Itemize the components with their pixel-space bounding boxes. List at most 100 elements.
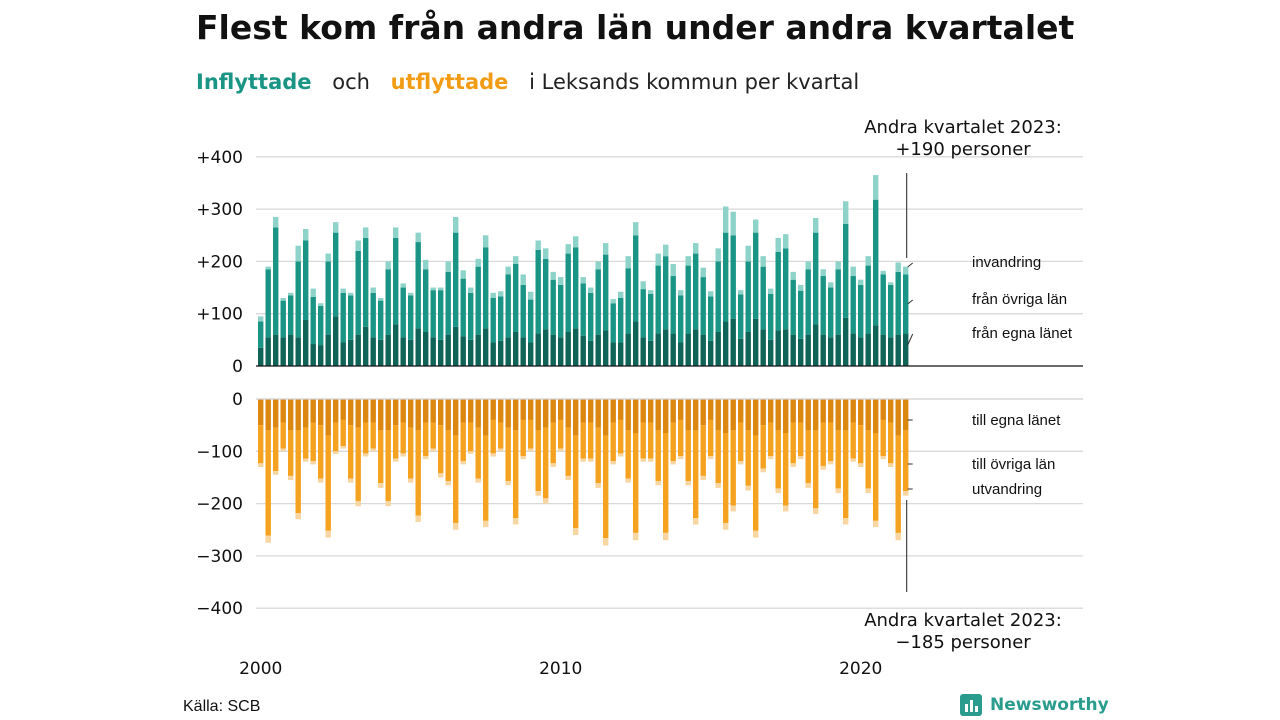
inflow-bar-other-lan (318, 305, 324, 346)
outflow-bar-other-lan (783, 432, 789, 506)
inflow-bar-immigration (880, 270, 886, 275)
chart-subtitle: Inflyttade och utflyttade i Leksands kom… (196, 70, 873, 94)
outflow-bar-emigration (378, 483, 384, 488)
inflow-bar-immigration (708, 291, 714, 297)
outflow-bar-emigration (618, 453, 624, 457)
y-tick-label: 0 (232, 390, 243, 410)
inflow-bar-same-lan (873, 325, 879, 366)
inflow-bar-immigration (528, 291, 534, 300)
outflow-bar-same-lan (498, 399, 504, 423)
outflow-bar-other-lan (723, 432, 729, 523)
subtitle-out: utflyttade (390, 70, 509, 94)
outflow-bar-same-lan (258, 399, 264, 426)
inflow-bars (258, 175, 909, 366)
inflow-bar-other-lan (280, 300, 286, 338)
outflow-bar-same-lan (828, 399, 834, 423)
inflow-bar-other-lan (603, 254, 609, 331)
outflow-bar-other-lan (610, 422, 616, 462)
outflow-bar-emigration (498, 448, 504, 452)
outflow-bar-emigration (723, 522, 729, 530)
inflow-bar-other-lan (738, 294, 744, 339)
outflow-bar-other-lan (873, 432, 879, 521)
inflow-bar-immigration (790, 271, 796, 280)
x-tick-label: 2010 (539, 659, 582, 679)
outflow-bar-same-lan (363, 399, 369, 423)
outflow-bar-same-lan (370, 399, 376, 423)
y-tick-label: +300 (196, 200, 243, 220)
outflow-bar-same-lan (685, 399, 691, 431)
gridlines (256, 156, 1083, 609)
inflow-bar-same-lan (813, 324, 819, 366)
inflow-bar-other-lan (475, 266, 481, 335)
outflow-bar-same-lan (280, 399, 286, 423)
inflow-bar-same-lan (820, 334, 826, 366)
inflow-bar-immigration (685, 256, 691, 266)
outflow-bar-other-lan (685, 430, 691, 482)
outflow-bar-other-lan (895, 435, 901, 533)
inflow-bar-same-lan (858, 337, 864, 366)
inflow-bar-other-lan (700, 277, 706, 335)
inflow-bar-other-lan (783, 248, 789, 330)
series-leader (907, 262, 914, 268)
outflow-bar-other-lan (805, 430, 811, 484)
inflow-bar-immigration (565, 244, 571, 254)
inflow-bar-immigration (535, 240, 541, 250)
outflow-bar-other-lan (453, 435, 459, 523)
outflow-bar-other-lan (858, 425, 864, 464)
outflow-bar-other-lan (640, 422, 646, 459)
outflow-bar-emigration (370, 448, 376, 452)
outflow-bar-same-lan (400, 399, 406, 423)
outflow-bar-emigration (550, 463, 556, 467)
y-tick-label: +100 (196, 305, 243, 325)
inflow-bar-same-lan (295, 337, 301, 366)
outflow-bar-same-lan (693, 399, 699, 431)
inflow-bar-same-lan (535, 333, 541, 366)
outflow-bar-other-lan (708, 419, 714, 457)
outflow-bar-emigration (745, 485, 751, 491)
outflow-bar-other-lan (385, 430, 391, 501)
outflow-bar-emigration (303, 458, 309, 462)
outflow-bar-emigration (865, 488, 871, 494)
inflow-bar-immigration (453, 216, 459, 233)
inflow-bar-same-lan (835, 334, 841, 366)
outflow-bar-same-lan (393, 399, 399, 426)
inflow-bar-other-lan (573, 247, 579, 329)
inflow-bar-other-lan (430, 290, 436, 338)
inflow-bar-same-lan (483, 328, 489, 366)
outflow-bar-same-lan (408, 399, 414, 428)
outflow-bar-same-lan (843, 399, 849, 431)
outflow-bar-emigration (895, 532, 901, 541)
inflow-bar-immigration (633, 222, 639, 236)
outflow-bar-same-lan (483, 399, 489, 436)
outflow-bar-same-lan (730, 399, 736, 431)
outflow-bar-other-lan (468, 422, 474, 452)
inflow-bar-same-lan (663, 329, 669, 366)
inflow-bar-immigration (543, 248, 549, 259)
inflow-bar-other-lan (505, 274, 511, 338)
inflow-bar-same-lan (385, 334, 391, 366)
inflow-bar-immigration (573, 236, 579, 248)
outflow-bar-other-lan (738, 422, 744, 462)
inflow-bar-immigration (408, 292, 414, 296)
outflow-bar-emigration (798, 456, 804, 460)
outflow-bar-same-lan (505, 399, 511, 428)
outflow-bar-emigration (633, 532, 639, 541)
outflow-bar-same-lan (385, 399, 391, 431)
inflow-bar-other-lan (820, 276, 826, 335)
outflow-bar-other-lan (820, 422, 826, 466)
inflow-bar-immigration (828, 282, 834, 288)
inflow-bar-immigration (280, 298, 286, 301)
outflow-bar-other-lan (558, 419, 564, 449)
annotation-out-line2: −185 personer (895, 632, 1031, 653)
inflow-bar-immigration (648, 290, 654, 294)
outflow-bar-same-lan (775, 399, 781, 431)
outflow-bar-emigration (400, 453, 406, 457)
outflow-bar-emigration (858, 463, 864, 467)
outflow-bar-other-lan (790, 422, 796, 464)
inflow-bar-immigration (580, 277, 586, 284)
outflow-bar-same-lan (325, 399, 331, 436)
outflow-bar-emigration (475, 478, 481, 483)
inflow-bar-immigration (595, 261, 601, 270)
inflow-bar-immigration (265, 266, 271, 270)
outflow-bar-emigration (783, 505, 789, 512)
